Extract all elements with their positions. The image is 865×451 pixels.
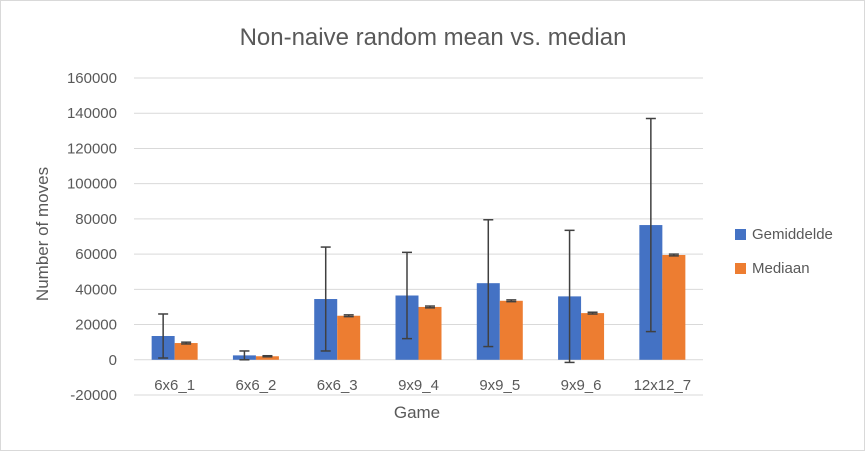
error-bar — [425, 305, 435, 309]
gridlines — [134, 77, 703, 396]
y-axis-title: Number of moves — [33, 167, 52, 301]
error-bar — [483, 219, 494, 348]
y-tick-label: 140000 — [67, 105, 117, 122]
error-bar — [668, 253, 679, 257]
y-tick-label: -20000 — [70, 387, 117, 404]
error-bar — [402, 251, 412, 340]
y-tick-label: 100000 — [67, 176, 117, 193]
y-axis-ticks: -20000 0 20000 40000 60000 80000 100000 120000 1… — [67, 70, 117, 404]
error-bar — [506, 299, 517, 303]
error-bar — [181, 341, 192, 345]
x-tick-label: 6x6_2 — [235, 377, 276, 394]
y-tick-label: 160000 — [67, 70, 117, 87]
bar-mediaan-12x12_7 — [662, 254, 686, 360]
chart-title: Non-naive random mean vs. median — [240, 24, 627, 51]
x-tick-label: 6x6_3 — [317, 377, 358, 394]
bar-mediaan-9x9_5 — [499, 300, 523, 360]
y-tick-label: 0 — [109, 352, 117, 369]
legend-label-gemiddelde: Gemiddelde — [752, 226, 833, 243]
bar-mediaan-6x6_3 — [337, 315, 361, 360]
x-tick-label: 9x9_5 — [479, 377, 520, 394]
bar-mediaan-9x9_6 — [581, 313, 605, 360]
y-tick-label: 20000 — [75, 317, 117, 334]
x-tick-label: 12x12_7 — [634, 377, 692, 394]
error-bar — [645, 117, 656, 333]
x-tick-label: 9x9_4 — [398, 377, 439, 394]
legend-swatch-gemiddelde — [735, 229, 746, 240]
y-tick-label: 40000 — [75, 281, 117, 298]
error-bar — [158, 313, 169, 359]
error-bar — [587, 311, 598, 315]
bar-mediaan-6x6_2 — [255, 356, 279, 360]
bars — [151, 225, 686, 360]
error-bar — [262, 354, 273, 358]
y-tick-label: 60000 — [75, 246, 117, 263]
legend-swatch-mediaan — [735, 263, 746, 274]
x-tick-label: 9x9_6 — [561, 377, 602, 394]
x-axis-title: Game — [394, 403, 440, 422]
y-tick-label: 80000 — [75, 211, 117, 228]
x-axis-ticks: 6x6_1 6x6_2 6x6_3 9x9_4 9x9_5 9x9_6 12x12_7 — [154, 377, 691, 394]
legend-label-mediaan: Mediaan — [752, 260, 810, 277]
legend: Gemiddelde Mediaan — [735, 226, 833, 277]
error-bars — [158, 117, 679, 364]
bar-mediaan-6x6_1 — [174, 343, 198, 360]
error-bar — [320, 246, 331, 352]
error-bar — [343, 314, 354, 318]
error-bar — [564, 229, 575, 364]
x-tick-label: 6x6_1 — [154, 377, 195, 394]
bar-mediaan-9x9_4 — [418, 306, 442, 360]
y-tick-label: 120000 — [67, 140, 117, 157]
error-bar — [239, 350, 250, 361]
